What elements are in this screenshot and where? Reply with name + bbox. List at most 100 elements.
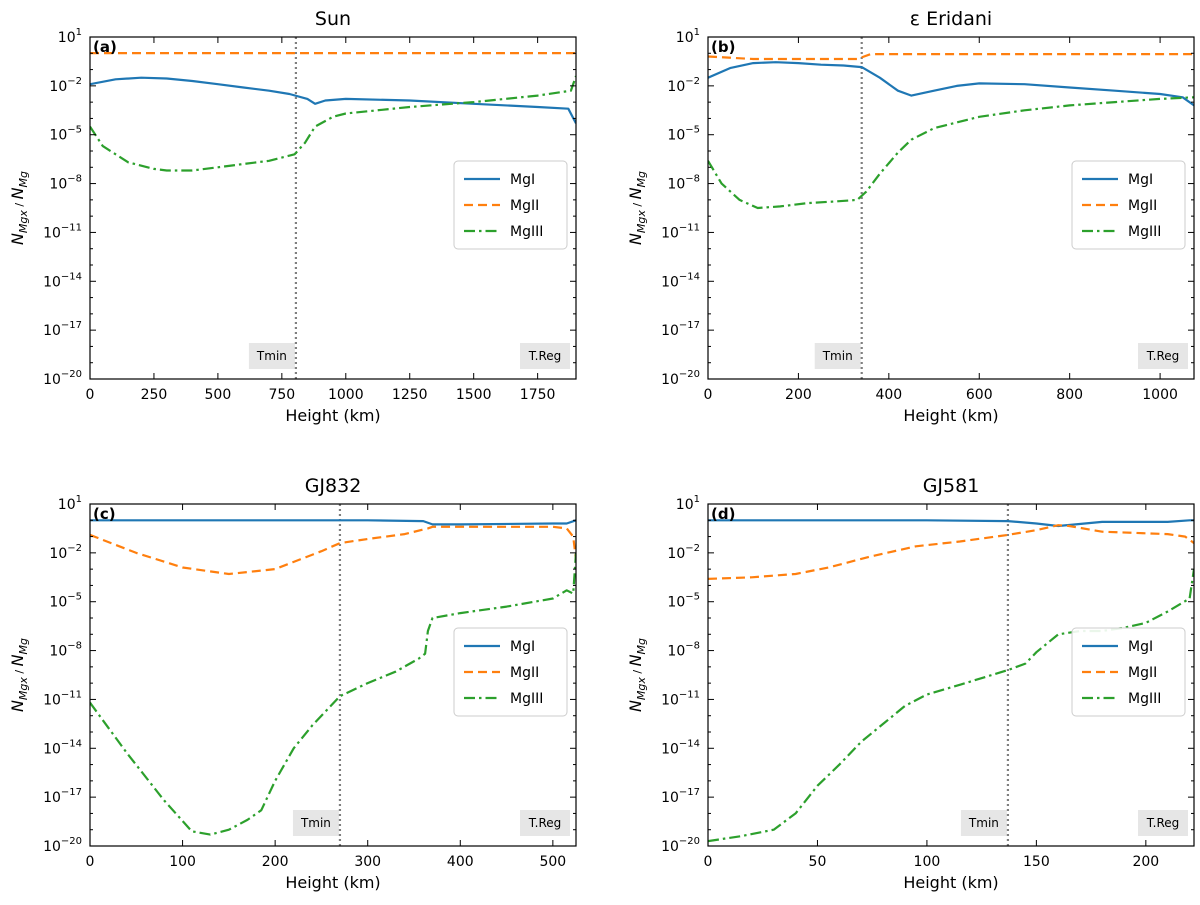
chart-title: ε Eridani	[910, 8, 992, 30]
series-line-mgi	[708, 61, 1194, 107]
y-axis-label: NMgx / NMg	[626, 638, 648, 712]
tmin-label: Tmin	[968, 816, 999, 830]
y-tick-label: 10−14	[661, 271, 700, 290]
y-tick-exponent: −20	[679, 836, 700, 847]
treg-box	[1138, 343, 1188, 369]
x-tick-label: 500	[539, 854, 566, 870]
y-tick-label: 10−11	[43, 222, 82, 241]
treg-box	[1138, 810, 1188, 836]
y-tick-exponent: −17	[679, 787, 700, 798]
y-tick-label: 10−17	[43, 320, 82, 339]
y-axis-label: NMgx / NMg	[626, 171, 648, 245]
axes-frame	[707, 503, 1195, 847]
y-tick-base: 10	[43, 274, 61, 290]
x-tick-label: 100	[169, 854, 196, 870]
y-tick-exponent: −14	[61, 271, 82, 282]
y-tick-exponent: −8	[67, 641, 82, 652]
chart-title: Sun	[315, 8, 351, 30]
series-line-mgiii	[708, 96, 1194, 210]
y-tick-base: 10	[667, 177, 685, 193]
series-line-mgi	[708, 519, 1194, 528]
y-tick-exponent: −14	[679, 271, 700, 282]
y-tick-exponent: −20	[61, 836, 82, 847]
y-tick-base: 10	[43, 741, 61, 757]
series-line-mgii	[708, 524, 1194, 580]
x-tick-label: 50	[809, 854, 827, 870]
panel-label: (c)	[93, 505, 116, 523]
y-tick-label: 10−2	[667, 76, 700, 95]
x-tick-label: 0	[704, 854, 713, 870]
y-tick-base: 10	[661, 274, 679, 290]
x-tick-label: 250	[141, 387, 168, 403]
y-tick-exponent: 1	[76, 494, 82, 505]
y-tick-base: 10	[661, 692, 679, 708]
tmin-box	[960, 810, 1007, 836]
y-tick-label: 10−14	[661, 738, 700, 757]
y-tick-base: 10	[676, 497, 694, 513]
y-tick-exponent: −20	[679, 369, 700, 380]
y-tick-label: 10−20	[661, 369, 700, 388]
y-tick-exponent: −17	[61, 787, 82, 798]
y-tick-base: 10	[661, 323, 679, 339]
y-tick-base: 10	[43, 225, 61, 241]
y-tick-label: 10−11	[43, 689, 82, 708]
series-group	[708, 519, 1194, 843]
y-tick-label: 10−14	[43, 738, 82, 757]
y-tick-exponent: −17	[679, 320, 700, 331]
y-tick-base: 10	[49, 177, 67, 193]
series-line-mgii	[708, 53, 1194, 61]
x-axis-label: Height (km)	[903, 873, 998, 892]
y-tick-exponent: −5	[685, 125, 700, 136]
y-tick-base: 10	[667, 128, 685, 144]
treg-label: T.Reg	[1146, 816, 1180, 830]
y-tick-base: 10	[676, 30, 694, 46]
treg-label: T.Reg	[1146, 349, 1180, 363]
y-tick-base: 10	[49, 644, 67, 660]
legend-label: MgII	[1128, 198, 1157, 214]
y-tick-base: 10	[661, 839, 679, 855]
y-tick-base: 10	[49, 595, 67, 611]
x-tick-label: 300	[354, 854, 381, 870]
legend-box	[453, 627, 568, 717]
legend-label: MgII	[1128, 665, 1157, 681]
tmin-box	[248, 343, 295, 369]
y-tick-label: 101	[58, 27, 82, 46]
y-tick-label: 10−20	[43, 369, 82, 388]
y-tick-exponent: −8	[67, 174, 82, 185]
tmin-label: Tmin	[822, 349, 853, 363]
tmin-label: Tmin	[256, 349, 287, 363]
tmin-box	[814, 343, 861, 369]
y-tick-exponent: −17	[61, 320, 82, 331]
y-tick-exponent: −14	[61, 738, 82, 749]
x-axis-label: Height (km)	[903, 406, 998, 425]
legend-label: MgIII	[1128, 224, 1161, 240]
y-tick-base: 10	[661, 225, 679, 241]
x-tick-label: 1500	[456, 387, 492, 403]
series-line-mgi	[90, 76, 576, 124]
series-line-mgiii	[90, 75, 576, 172]
legend-label: MgI	[510, 639, 535, 655]
y-tick-base: 10	[58, 30, 76, 46]
y-tick-exponent: −14	[679, 738, 700, 749]
y-tick-label: 10−5	[667, 125, 700, 144]
series-line-mgi	[90, 519, 576, 526]
x-tick-label: 750	[268, 387, 295, 403]
y-tick-exponent: 1	[76, 27, 82, 38]
y-tick-exponent: −20	[61, 369, 82, 380]
y-tick-exponent: −5	[67, 125, 82, 136]
x-tick-label: 150	[1023, 854, 1050, 870]
y-tick-exponent: −11	[679, 689, 700, 700]
y-tick-label: 10−11	[661, 689, 700, 708]
treg-box	[520, 810, 570, 836]
y-tick-base: 10	[43, 839, 61, 855]
legend-box	[453, 160, 568, 250]
x-tick-label: 800	[1056, 387, 1083, 403]
y-tick-base: 10	[667, 644, 685, 660]
x-tick-label: 1250	[392, 387, 428, 403]
y-tick-base: 10	[661, 372, 679, 388]
x-tick-label: 1750	[520, 387, 556, 403]
legend-box	[1071, 627, 1186, 717]
